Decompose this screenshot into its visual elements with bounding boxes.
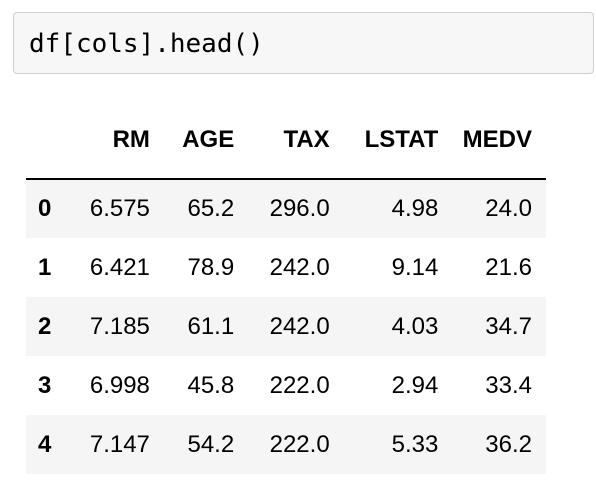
column-header-lstat: LSTAT xyxy=(329,126,439,180)
header-row: RM AGE TAX LSTAT MEDV xyxy=(26,126,546,180)
cell-lstat: 5.33 xyxy=(391,430,439,458)
cell-rm: 6.998 xyxy=(89,371,150,399)
cell-rm: 7.185 xyxy=(89,312,150,340)
cell-rm: 7.147 xyxy=(89,430,150,458)
table-row: 4 7.147 54.2 222.0 5.33 36.2 xyxy=(26,415,546,474)
cell-tax: 242.0 xyxy=(269,312,330,340)
index-header xyxy=(26,126,81,180)
cell-rm: 6.421 xyxy=(89,253,150,281)
row-index: 4 xyxy=(38,430,52,458)
cell-medv: 33.4 xyxy=(485,371,532,399)
cell-rm: 6.575 xyxy=(89,195,150,222)
table-row: 3 6.998 45.8 222.0 2.94 33.4 xyxy=(26,356,546,415)
cell-age: 54.2 xyxy=(187,430,235,458)
column-header-medv: MEDV xyxy=(438,126,546,180)
code-text: df[cols].head() xyxy=(29,29,264,59)
cell-medv: 34.7 xyxy=(485,312,532,340)
column-header-rm: RM xyxy=(80,126,150,180)
cell-tax: 296.0 xyxy=(269,195,330,222)
cell-tax: 242.0 xyxy=(269,253,330,281)
column-header-tax: TAX xyxy=(234,126,330,180)
table-row: 2 7.185 61.1 242.0 4.03 34.7 xyxy=(26,297,546,356)
cell-tax: 222.0 xyxy=(269,430,330,458)
cell-age: 78.9 xyxy=(187,253,235,281)
table-row: 1 6.421 78.9 242.0 9.14 21.6 xyxy=(26,238,546,297)
cell-lstat: 2.94 xyxy=(391,371,439,399)
cell-medv: 36.2 xyxy=(485,430,532,458)
table-row: 0 6.575 65.2 296.0 4.98 24.0 xyxy=(26,179,546,238)
cell-lstat: 9.14 xyxy=(391,253,439,281)
row-index: 2 xyxy=(38,312,52,340)
dataframe-output: RM AGE TAX LSTAT MEDV 0 6.575 65.2 296.0… xyxy=(26,126,546,474)
row-index: 0 xyxy=(38,195,52,222)
row-index: 1 xyxy=(38,253,52,281)
cell-medv: 24.0 xyxy=(485,195,532,222)
column-header-age: AGE xyxy=(149,126,235,180)
cell-age: 61.1 xyxy=(187,312,235,340)
cell-medv: 21.6 xyxy=(485,253,532,281)
cell-lstat: 4.98 xyxy=(391,195,439,222)
row-index: 3 xyxy=(38,371,52,399)
cell-lstat: 4.03 xyxy=(391,312,439,340)
cell-tax: 222.0 xyxy=(269,371,330,399)
code-cell-input[interactable]: df[cols].head() xyxy=(13,12,594,74)
cell-age: 45.8 xyxy=(187,371,235,399)
cell-age: 65.2 xyxy=(187,195,235,222)
